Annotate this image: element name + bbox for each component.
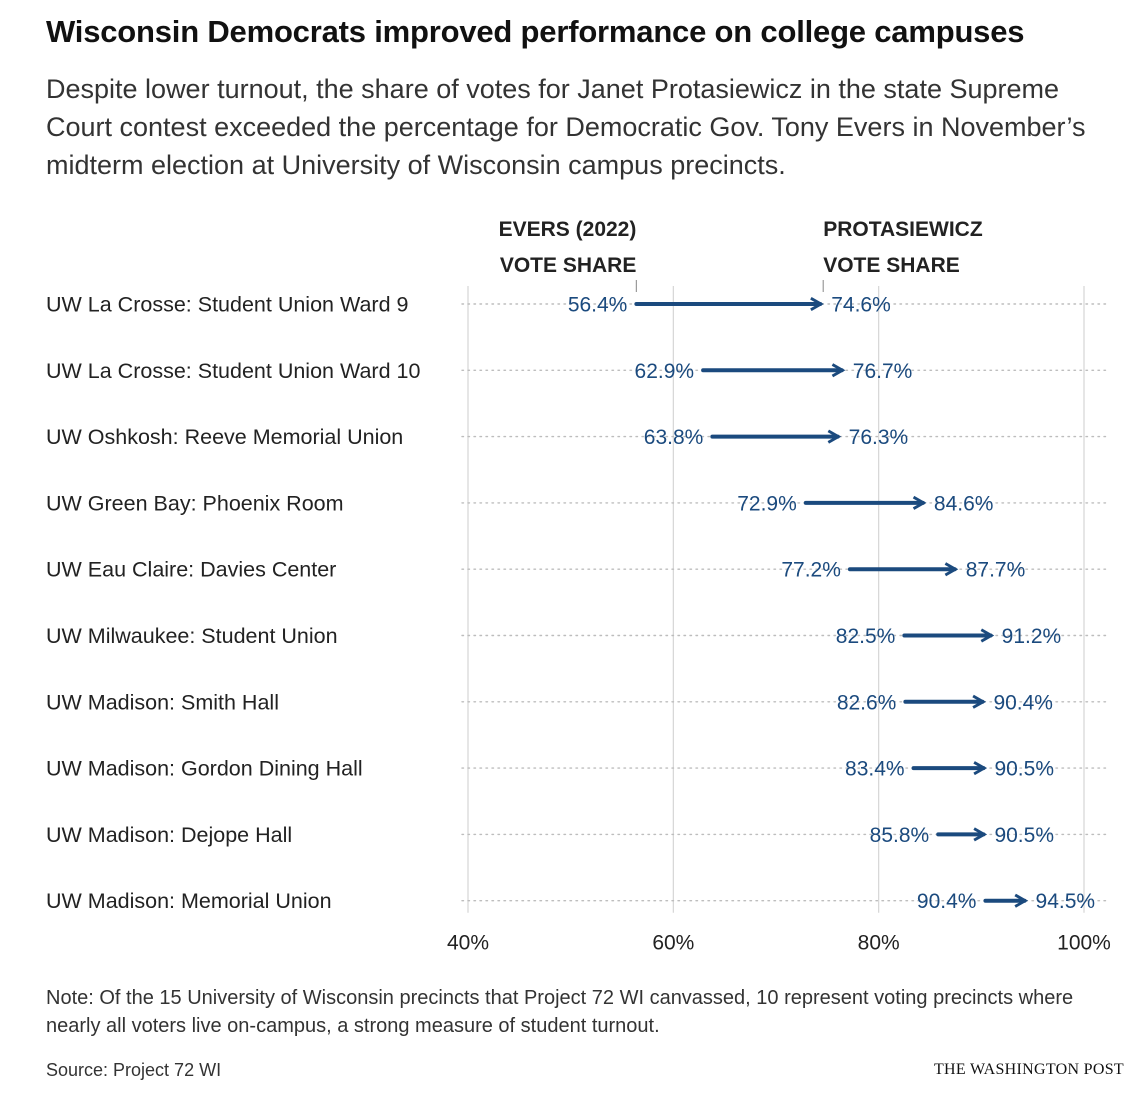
evers-value-label: 85.8%: [870, 824, 930, 847]
row-4: UW Green Bay: Phoenix Room 72.9% 84.6%: [46, 491, 1107, 515]
protasiewicz-value-label: 90.5%: [994, 758, 1054, 781]
row-8: UW Madison: Gordon Dining Hall 83.4% 90.5%: [46, 757, 1107, 781]
protasiewicz-value-label: 90.5%: [994, 824, 1054, 847]
evers-header-line-1: EVERS (2022): [499, 218, 637, 241]
x-tick-label-1: 60%: [652, 932, 694, 955]
chart-subtitle: Despite lower turnout, the share of vote…: [46, 74, 1086, 180]
chart-note: Note: Of the 15 University of Wisconsin …: [46, 987, 1074, 1037]
row-label: UW La Crosse: Student Union Ward 10: [46, 359, 420, 383]
row-label: UW Milwaukee: Student Union: [46, 624, 338, 648]
chart-title: Wisconsin Democrats improved performance…: [46, 14, 1025, 49]
evers-value-label: 56.4%: [568, 294, 628, 317]
row-10: UW Madison: Memorial Union 90.4% 94.5%: [46, 889, 1107, 913]
evers-value-label: 90.4%: [917, 890, 977, 913]
row-label: UW Madison: Smith Hall: [46, 690, 279, 714]
row-3: UW Oshkosh: Reeve Memorial Union 63.8% 76.…: [46, 425, 1107, 449]
chart-source: Source: Project 72 WI: [46, 1060, 222, 1080]
protasiewicz-value-label: 90.4%: [993, 691, 1053, 714]
row-label: UW Madison: Dejope Hall: [46, 823, 292, 847]
arrow-chart: EVERS (2022) VOTE SHARE PROTASIEWICZ VOTE S…: [46, 218, 1111, 955]
row-7: UW Madison: Smith Hall 82.6% 90.4%: [46, 690, 1107, 714]
row-label: UW Madison: Gordon Dining Hall: [46, 757, 363, 781]
protasiewicz-value-label: 91.2%: [1002, 625, 1062, 648]
row-label: UW Madison: Memorial Union: [46, 889, 332, 913]
x-tick-label-2: 80%: [858, 932, 900, 955]
evers-value-label: 62.9%: [635, 360, 695, 383]
evers-value-label: 77.2%: [781, 559, 841, 582]
x-axis-ticks: 40% 60% 80% 100%: [447, 932, 1111, 955]
grid-layer: [467, 286, 1085, 913]
row-9: UW Madison: Dejope Hall 85.8% 90.5%: [46, 823, 1107, 847]
publisher-logo: THE WASHINGTON POST: [933, 1061, 1124, 1078]
x-tick-label-0: 40%: [447, 932, 489, 955]
protasiewicz-value-label: 76.3%: [849, 426, 909, 449]
row-label: UW La Crosse: Student Union Ward 9: [46, 293, 408, 317]
row-label: UW Eau Claire: Davies Center: [46, 558, 336, 582]
row-label: UW Green Bay: Phoenix Room: [46, 491, 344, 515]
row-label: UW Oshkosh: Reeve Memorial Union: [46, 425, 403, 449]
evers-value-label: 82.6%: [837, 691, 897, 714]
row-6: UW Milwaukee: Student Union 82.5% 91.2%: [46, 624, 1107, 648]
protasiewicz-value-label: 74.6%: [831, 294, 891, 317]
protasiewicz-header-line-1: PROTASIEWICZ: [823, 218, 983, 241]
evers-value-label: 82.5%: [836, 625, 896, 648]
row-5: UW Eau Claire: Davies Center 77.2% 87.7%: [46, 558, 1107, 582]
protasiewicz-header-line-2: VOTE SHARE: [823, 254, 960, 277]
rows-layer: UW La Crosse: Student Union Ward 9 56.4% 7…: [46, 293, 1107, 913]
column-headers: EVERS (2022) VOTE SHARE PROTASIEWICZ VOTE S…: [499, 218, 983, 292]
evers-value-label: 83.4%: [845, 758, 905, 781]
row-2: UW La Crosse: Student Union Ward 10 62.9%…: [46, 359, 1107, 383]
protasiewicz-value-label: 87.7%: [966, 559, 1026, 582]
protasiewicz-value-label: 94.5%: [1036, 890, 1096, 913]
evers-value-label: 63.8%: [644, 426, 704, 449]
row-1: UW La Crosse: Student Union Ward 9 56.4% 7…: [46, 293, 1107, 317]
evers-header-line-2: VOTE SHARE: [500, 254, 637, 277]
protasiewicz-value-label: 84.6%: [934, 492, 994, 515]
evers-value-label: 72.9%: [737, 492, 797, 515]
protasiewicz-value-label: 76.7%: [853, 360, 913, 383]
x-tick-label-3: 100%: [1057, 932, 1111, 955]
